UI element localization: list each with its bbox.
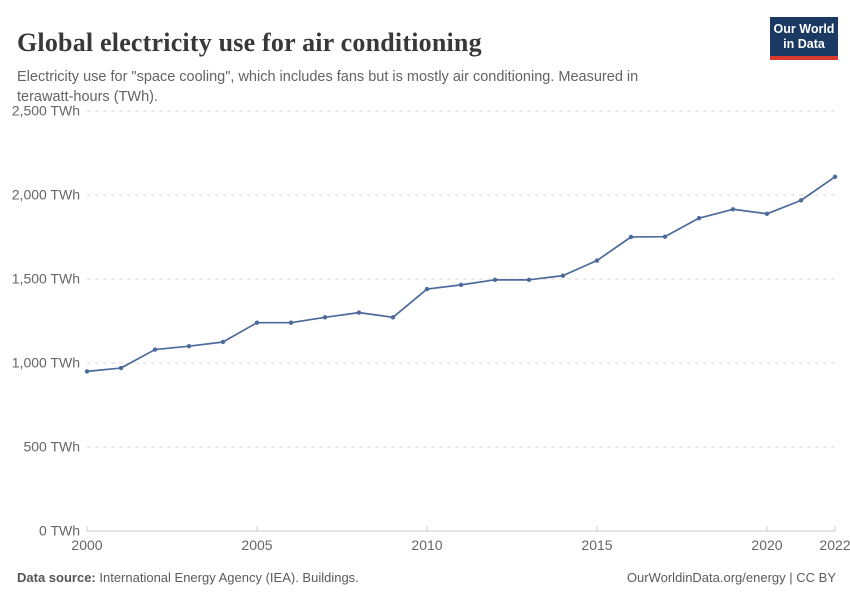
data-source: Data source: International Energy Agency… (17, 570, 359, 585)
y-tick-label: 1,500 TWh (12, 271, 80, 287)
data-point[interactable] (662, 234, 668, 239)
chart-subtitle: Electricity use for "space cooling", whi… (17, 68, 639, 105)
data-point[interactable] (424, 286, 430, 292)
data-point[interactable] (832, 174, 838, 180)
data-point[interactable] (628, 234, 634, 240)
owid-logo-line2: in Data (783, 37, 825, 51)
data-point[interactable] (526, 277, 532, 283)
x-tick-label: 2000 (71, 537, 102, 553)
data-source-label: Data source: (17, 570, 96, 585)
data-point[interactable] (152, 347, 158, 352)
data-point[interactable] (186, 344, 192, 349)
y-tick-label: 1,000 TWh (12, 355, 80, 371)
credit-license: | CC BY (785, 570, 836, 585)
data-source-text: International Energy Agency (IEA). Build… (95, 570, 359, 585)
x-tick-label: 2020 (751, 537, 782, 553)
y-tick-label: 0 TWh (39, 523, 80, 539)
data-point[interactable] (220, 339, 226, 345)
chart-footer: Data source: International Energy Agency… (17, 570, 836, 585)
data-line[interactable] (86, 176, 836, 373)
data-point[interactable] (560, 273, 566, 278)
x-tick-label: 2015 (581, 537, 612, 553)
data-point[interactable] (390, 315, 396, 320)
x-tick-label: 2022 (819, 537, 850, 553)
data-point[interactable] (356, 310, 362, 315)
y-tick-label: 500 TWh (23, 439, 80, 455)
credit: OurWorldinData.org/energy | CC BY (627, 570, 836, 585)
data-point[interactable] (764, 211, 770, 217)
x-tick-label: 2010 (411, 537, 442, 553)
data-point[interactable] (322, 315, 328, 320)
data-point[interactable] (288, 320, 294, 325)
owid-logo-line1: Our World (773, 22, 835, 36)
data-point[interactable] (84, 369, 90, 374)
data-point[interactable] (118, 365, 124, 371)
data-point[interactable] (730, 207, 736, 212)
owid-logo[interactable]: Our World in Data (770, 17, 838, 60)
y-tick-label: 2,000 TWh (12, 187, 80, 203)
data-point[interactable] (594, 258, 600, 263)
data-point[interactable] (254, 320, 260, 325)
data-point[interactable] (696, 215, 702, 221)
credit-link[interactable]: OurWorldinData.org/energy (626, 570, 786, 585)
y-tick-label: 2,500 TWh (12, 103, 80, 119)
data-point[interactable] (492, 277, 498, 283)
data-point[interactable] (458, 282, 464, 288)
x-tick-label: 2005 (241, 537, 272, 553)
page-title: Global electricity use for air condition… (17, 28, 482, 58)
data-point[interactable] (798, 198, 804, 203)
